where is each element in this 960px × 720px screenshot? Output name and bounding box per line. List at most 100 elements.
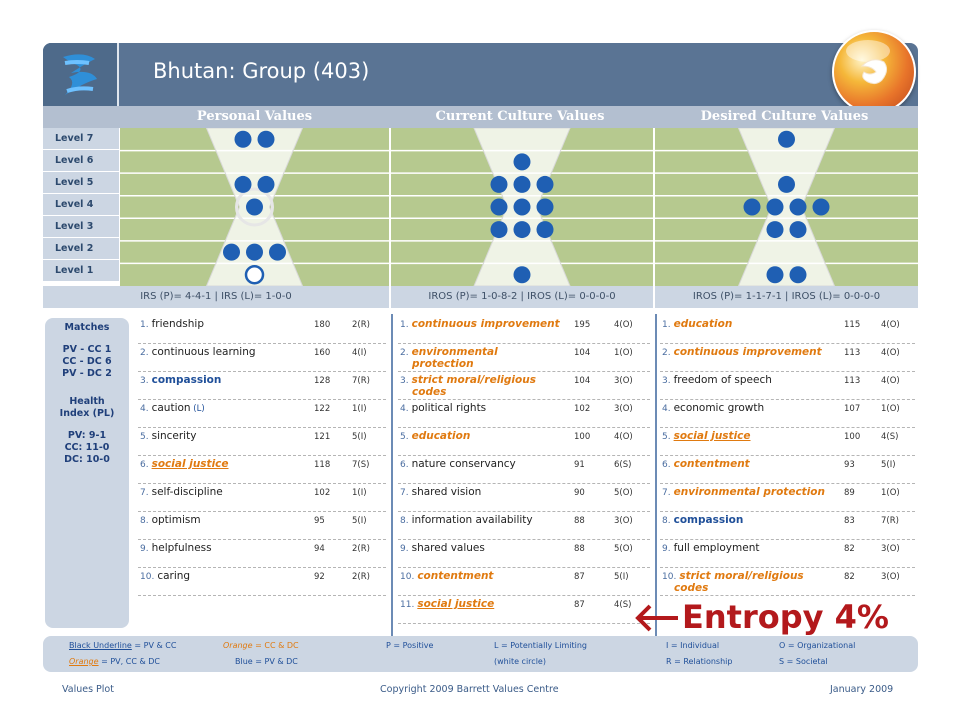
level-code: 5(I): [881, 460, 896, 470]
level-code: 5(I): [614, 572, 629, 582]
value-row: 7. environmental protection 89 1(O): [660, 484, 915, 512]
column-header-desired: Desired Culture Values: [700, 109, 869, 124]
value-label: 9. helpfulness: [140, 542, 212, 555]
level-code: 4(O): [614, 432, 633, 442]
value-label: 2. continuous improvement: [662, 346, 822, 359]
value-row: 9. helpfulness 94 2(R): [138, 540, 386, 568]
legend-white-circle: (white circle): [494, 657, 546, 666]
value-label: 1. continuous improvement: [400, 318, 560, 331]
value-label: 2. environmental protection: [400, 346, 498, 370]
value-label: 10. caring: [140, 570, 191, 583]
value-row: 8. compassion 83 7(R): [660, 512, 915, 540]
legend-positive: P = Positive: [386, 641, 434, 650]
level-label-2: Level 2: [43, 238, 119, 260]
level-code: 4(I): [352, 348, 367, 358]
current-culture-plot: [391, 127, 653, 287]
value-label: 8. compassion: [662, 514, 744, 527]
value-row: 6. social justice 118 7(S): [138, 456, 386, 484]
level-label-7: Level 7: [43, 128, 119, 150]
level-code: 7(R): [881, 516, 899, 526]
level-code: 1(I): [352, 488, 367, 498]
vote-count: 160: [314, 348, 331, 358]
value-row: 9. shared values 88 5(O): [398, 540, 650, 568]
level-code: 1(O): [881, 488, 900, 498]
health-pv: PV: 9-1: [67, 430, 107, 441]
panel-personal: [120, 127, 389, 287]
value-row: 6. nature conservancy 91 6(S): [398, 456, 650, 484]
legend-orange-all: Orange = PV, CC & DC: [69, 657, 160, 666]
level-code: 2(R): [352, 544, 370, 554]
value-label: 11. social justice: [400, 598, 495, 611]
level-code: 4(S): [881, 432, 899, 442]
vote-count: 121: [314, 432, 331, 442]
value-dot: [234, 130, 252, 148]
footer-copyright: Copyright 2009 Barrett Values Centre: [380, 684, 559, 695]
value-row: 8. optimism 95 5(I): [138, 512, 386, 540]
legend-orange-cc-dc: Orange = CC & DC: [223, 641, 299, 650]
level-code: 4(O): [881, 376, 900, 386]
value-label: 10. strict moral/religious codes: [662, 570, 804, 594]
value-label: 5. education: [400, 430, 471, 443]
value-dot: [257, 130, 275, 148]
legend-bar: Black Underline = PV & CC Orange = CC & …: [43, 636, 918, 672]
level-code: 3(O): [614, 516, 633, 526]
level-label-3: Level 3: [43, 216, 119, 238]
matches-title: Matches: [64, 322, 110, 333]
value-row: 1. continuous improvement 195 4(O): [398, 316, 650, 344]
level-code: 2(R): [352, 320, 370, 330]
value-label: 7. environmental protection: [662, 486, 825, 499]
panel-current: [391, 127, 653, 287]
value-label: 8. optimism: [140, 514, 201, 527]
value-label: 4. political rights: [400, 402, 487, 415]
column-header-bar: Personal Values Current Culture Values D…: [43, 106, 918, 128]
vote-count: 113: [844, 376, 861, 386]
value-label: 7. self-discipline: [140, 486, 223, 499]
value-label: 9. full employment: [662, 542, 760, 555]
value-label: 3. strict moral/religious codes: [400, 374, 536, 398]
value-row: 10. strict moral/religious codes 82 3(O): [660, 568, 915, 596]
column-divider: [655, 314, 657, 638]
health-title-2: Index (PL): [59, 408, 115, 419]
value-row: 7. self-discipline 102 1(I): [138, 484, 386, 512]
value-dot: [513, 266, 531, 284]
vote-count: 91: [574, 460, 585, 470]
value-row: 4. political rights 102 3(O): [398, 400, 650, 428]
value-row: 11. social justice 87 4(S): [398, 596, 650, 624]
value-label: 2. continuous learning: [140, 346, 256, 359]
vote-count: 113: [844, 348, 861, 358]
legend-relationship: R = Relationship: [666, 657, 733, 666]
value-row: 4. economic growth 107 1(O): [660, 400, 915, 428]
vote-count: 83: [844, 516, 855, 526]
level-code: 5(I): [352, 432, 367, 442]
vote-count: 107: [844, 404, 861, 414]
iros-index-current: IROS (P)= 1-0-8-2 | IROS (L)= 0-0-0-0: [391, 286, 653, 308]
page-title: Bhutan: Group (403): [153, 59, 370, 83]
value-label: 10. contentment: [400, 570, 494, 583]
value-dot: [778, 175, 795, 193]
value-dot: [223, 243, 240, 261]
value-label: 4. caution (L): [140, 402, 205, 415]
value-dot: [536, 198, 554, 216]
value-dot: [536, 221, 554, 239]
value-dot: [513, 175, 531, 193]
footer-left: Values Plot: [62, 684, 114, 695]
barrett-logo-icon: [63, 54, 97, 95]
level-code: 7(R): [352, 376, 370, 386]
vote-count: 102: [574, 404, 591, 414]
level-code: 5(I): [352, 516, 367, 526]
value-dot: [513, 153, 531, 171]
level-label-4: Level 4: [43, 194, 119, 216]
value-label: 3. compassion: [140, 374, 222, 387]
value-label: 4. economic growth: [662, 402, 765, 415]
vote-count: 128: [314, 376, 331, 386]
vote-count: 88: [574, 544, 585, 554]
matches-sidebar: Matches PV - CC 1 CC - DC 6 PV - DC 2 He…: [45, 318, 129, 628]
vote-count: 195: [574, 320, 591, 330]
vote-count: 82: [844, 572, 855, 582]
value-row: 2. environmental protection 104 1(O): [398, 344, 650, 372]
legend-blue-pv-dc: Blue = PV & DC: [235, 657, 298, 666]
vote-count: 180: [314, 320, 331, 330]
value-row: 10. caring 92 2(R): [138, 568, 386, 596]
limiting-value-dot: [244, 264, 265, 285]
value-label: 3. freedom of speech: [662, 374, 772, 387]
